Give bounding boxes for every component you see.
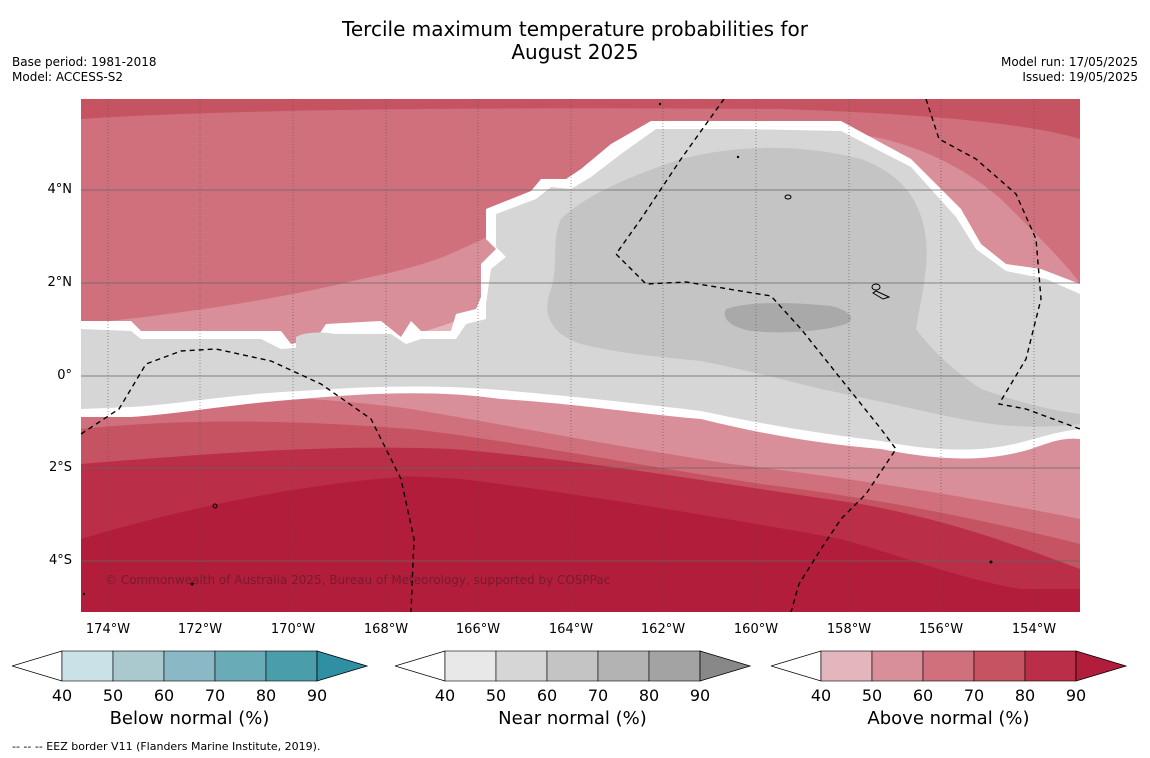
below-normal-segment-0 [61, 650, 114, 682]
lat-label-4n: 4°N [47, 182, 73, 197]
below-normal-tick-60: 60 [153, 686, 175, 705]
above-normal-segment-3 [973, 650, 1026, 682]
lon-label-158w: 158°W [826, 622, 872, 637]
near-normal-segment-2 [546, 650, 599, 682]
lon-label-162w: 162°W [640, 622, 686, 637]
island-5 [658, 102, 662, 106]
meta-left: Base period: 1981-2018 Model: ACCESS-S2 [12, 55, 157, 85]
below-normal-over-arrow [316, 650, 369, 682]
lon-label-156w: 156°W [918, 622, 964, 637]
below-normal-tick-90: 90 [306, 686, 328, 705]
near-normal-segment-1 [495, 650, 548, 682]
near-normal-segment-4 [648, 650, 701, 682]
above-normal-tick-40: 40 [810, 686, 832, 705]
island-9 [82, 592, 86, 596]
above-normal-tick-90: 90 [1065, 686, 1087, 705]
lon-label-168w: 168°W [363, 622, 409, 637]
model-text: Model: ACCESS-S2 [12, 70, 124, 84]
lat-label-2n: 2°N [47, 275, 73, 290]
lon-label-172w: 172°W [177, 622, 223, 637]
near-normal-60 [547, 147, 1080, 427]
near-normal-west-patch [296, 332, 352, 358]
title-line-1: Tercile maximum temperature probabilitie… [342, 17, 808, 41]
near-normal-segment-3 [597, 650, 650, 682]
below-normal-tick-50: 50 [102, 686, 124, 705]
above-normal-segment-1 [871, 650, 924, 682]
above-normal-colorbar [771, 650, 1128, 682]
lon-label-160w: 160°W [733, 622, 779, 637]
probability-map: © Commonwealth of Australia 2025, Bureau… [81, 99, 1080, 612]
island-4 [212, 503, 218, 509]
below-normal-colorbar-title: Below normal (%) [109, 708, 270, 729]
near-normal-tick-60: 60 [536, 686, 558, 705]
above-normal-tick-60: 60 [912, 686, 934, 705]
eez-footer-note: -- -- -- EEZ border V11 (Flanders Marine… [12, 740, 321, 753]
island-7 [190, 582, 194, 586]
below-normal-colorbar [12, 650, 369, 682]
lat-label-2s: 2°S [48, 460, 72, 475]
lon-label-166w: 166°W [455, 622, 501, 637]
above-normal-colorbar-title: Above normal (%) [867, 708, 1030, 729]
below-normal-tick-70: 70 [204, 686, 226, 705]
above-normal-segment-2 [922, 650, 975, 682]
lat-label-0: 0° [57, 368, 72, 383]
near-normal-colorbar-title: Near normal (%) [498, 708, 647, 729]
below-normal-segment-4 [265, 650, 318, 682]
near-normal-over-arrow [699, 650, 752, 682]
below-normal-under-arrow [12, 650, 63, 682]
near-normal-segment-0 [444, 650, 497, 682]
below-normal-segment-3 [214, 650, 267, 682]
island-6 [736, 155, 740, 159]
above-normal-tick-80: 80 [1014, 686, 1036, 705]
eez-border-east [925, 99, 1080, 430]
above-normal-tick-50: 50 [861, 686, 883, 705]
below-normal-segment-2 [163, 650, 216, 682]
title-line-2: August 2025 [511, 40, 639, 64]
copyright-text: © Commonwealth of Australia 2025, Bureau… [105, 573, 610, 587]
meta-right: Model run: 17/05/2025 Issued: 19/05/2025 [1001, 55, 1138, 85]
near-normal-tick-80: 80 [638, 686, 660, 705]
model-run-text: Model run: 17/05/2025 [1000, 55, 1138, 69]
near-normal-tick-50: 50 [485, 686, 507, 705]
above-normal-over-arrow [1075, 650, 1128, 682]
base-period-text: Base period: 1981-2018 [12, 55, 157, 69]
above-normal-tick-70: 70 [963, 686, 985, 705]
eez-border-central [615, 99, 897, 612]
lon-label-170w: 170°W [270, 622, 316, 637]
lon-label-164w: 164°W [548, 622, 594, 637]
above-normal-segment-4 [1024, 650, 1077, 682]
below-normal-segment-1 [112, 650, 165, 682]
band-above-70-top [81, 99, 1080, 129]
below-normal-tick-40: 40 [51, 686, 73, 705]
lon-label-154w: 154°W [1011, 622, 1057, 637]
near-normal-tick-90: 90 [689, 686, 711, 705]
above-normal-under-arrow [771, 650, 822, 682]
near-normal-under-arrow [395, 650, 446, 682]
island-1 [784, 194, 792, 200]
lat-label-4s: 4°S [48, 553, 72, 568]
island-2 [871, 283, 881, 291]
map-title: Tercile maximum temperature probabilitie… [0, 18, 1150, 64]
near-normal-tick-40: 40 [434, 686, 456, 705]
above-normal-segment-0 [820, 650, 873, 682]
island-8 [989, 560, 993, 564]
lon-label-174w: 174°W [85, 622, 131, 637]
issued-text: Issued: 19/05/2025 [1022, 70, 1138, 84]
below-normal-tick-80: 80 [255, 686, 277, 705]
eez-border-west [81, 348, 415, 612]
near-normal-colorbar [395, 650, 752, 682]
island-3 [872, 290, 891, 300]
near-normal-tick-70: 70 [587, 686, 609, 705]
